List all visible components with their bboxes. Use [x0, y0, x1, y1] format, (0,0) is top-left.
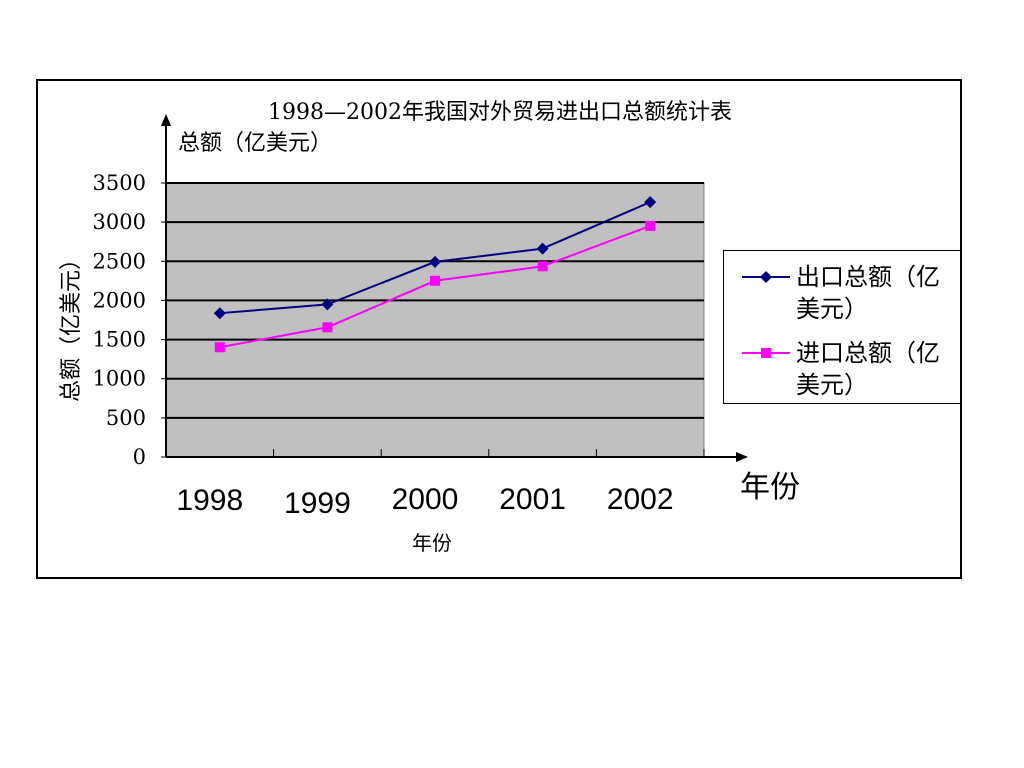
data-point-square	[214, 342, 225, 353]
x-tick-label: 1998	[176, 484, 243, 517]
y-axis-top-label: 总额（亿美元）	[178, 131, 332, 156]
legend: 出口总额（亿美元） 进口总额（亿美元）	[723, 250, 961, 404]
y-tick-labels: 0 500 1000 1500 2000 2500 3000 3500	[93, 171, 146, 469]
plot-area	[165, 182, 705, 458]
data-point-diamond	[213, 307, 226, 320]
x-tick-label: 2000	[392, 483, 459, 516]
x-axis-label: 年份	[412, 531, 452, 555]
x-axis-arrow-label: 年份	[740, 471, 800, 504]
x-tick-label: 2002	[607, 483, 674, 516]
diamond-marker-icon	[742, 271, 790, 283]
legend-entry-export: 出口总额（亿美元）	[724, 255, 962, 325]
y-tick-label: 2500	[93, 249, 146, 273]
x-axis-arrow-icon	[736, 452, 748, 462]
data-point-square	[322, 322, 333, 333]
x-tick-label: 2001	[499, 483, 566, 516]
data-point-square	[645, 220, 656, 231]
x-tick-label: 1999	[284, 487, 351, 520]
data-point-square	[430, 275, 440, 286]
y-axis-arrow-icon	[161, 114, 171, 126]
legend-label-import: 进口总额（亿美元）	[796, 339, 940, 399]
chart-title: 1998—2002年我国对外贸易进出口总额统计表	[268, 100, 732, 125]
y-tick-label: 2000	[93, 288, 146, 312]
y-tick-label: 500	[106, 406, 146, 430]
legend-label-export: 出口总额（亿美元）	[796, 263, 940, 323]
y-tick-label: 3000	[93, 210, 146, 234]
data-point-diamond	[536, 242, 549, 255]
series	[213, 196, 657, 353]
chart-frame	[36, 79, 962, 579]
y-tick-label: 0	[133, 445, 146, 469]
data-point-diamond	[429, 255, 441, 268]
data-point-square	[537, 261, 548, 272]
y-axis-label: 总额（亿美元）	[59, 248, 84, 402]
square-marker-icon	[742, 348, 790, 358]
legend-entry-import: 进口总额（亿美元）	[724, 331, 962, 401]
y-tick-label: 1000	[93, 367, 146, 391]
x-tick-labels: 1998 1999 2000 2001 2002	[176, 483, 673, 520]
axes	[161, 114, 748, 462]
y-tick-label: 1500	[93, 328, 146, 352]
y-tick-label: 3500	[93, 171, 146, 195]
data-point-diamond	[644, 196, 657, 209]
data-point-diamond	[321, 298, 334, 311]
